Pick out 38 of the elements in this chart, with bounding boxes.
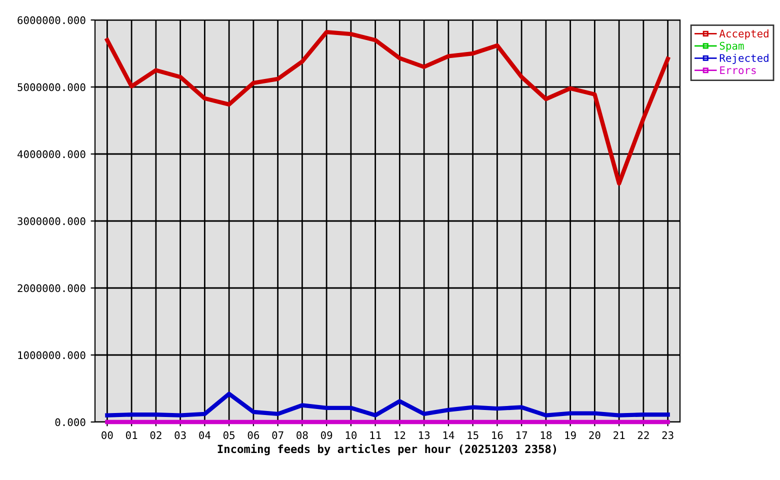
x-tick-label: 08: [296, 431, 308, 440]
x-tick-label: 09: [320, 431, 332, 440]
x-tick-label: 23: [662, 431, 674, 440]
x-tick-label: 15: [468, 431, 478, 440]
x-tick-label: 20: [589, 431, 600, 440]
line-series: [105, 30, 670, 186]
x-tick-label: 04: [199, 431, 210, 440]
x-tick-label: 22: [638, 431, 649, 439]
legend-label: Accepted: [719, 29, 768, 40]
x-tick-label: 21: [614, 431, 625, 439]
x-tick-label: 12: [394, 431, 406, 439]
x-tick-label: 17: [516, 431, 528, 439]
x-tick-label: 10: [346, 431, 357, 440]
x-tick-label: 05: [223, 431, 234, 440]
legend-label: Errors: [720, 66, 756, 74]
y-tick-label: 0.000: [55, 418, 86, 426]
y-tick-label: 2000000.000: [18, 284, 86, 292]
x-tick-label: 06: [248, 431, 260, 440]
line-series: [105, 392, 670, 418]
y-tick-label: 6000000.000: [18, 16, 86, 24]
x-tick-label: 07: [272, 431, 284, 440]
legend-label: Rejected: [720, 54, 768, 64]
x-tick-label: 01: [126, 431, 138, 440]
y-tick-label: 5000000.000: [18, 83, 86, 92]
x-tick-label: 18: [540, 431, 552, 440]
x-tick-label: 11: [370, 431, 381, 439]
x-tick-label: 19: [565, 431, 576, 440]
x-tick-label: 00: [102, 431, 113, 440]
x-tick-label: 14: [443, 431, 454, 439]
y-tick-label: 3000000.000: [18, 217, 86, 226]
y-tick-label: 1000000.000: [18, 351, 86, 360]
x-tick-label: 13: [419, 431, 430, 440]
x-axis-title: Incoming feeds by articles per hour (20251203 2358): [218, 444, 556, 456]
x-tick-label: 03: [174, 431, 186, 440]
x-tick-label: 02: [150, 431, 162, 440]
x-tick-label: 16: [492, 431, 503, 440]
y-tick-label: 4000000.000: [18, 150, 86, 158]
legend-label: Spam: [720, 42, 744, 52]
